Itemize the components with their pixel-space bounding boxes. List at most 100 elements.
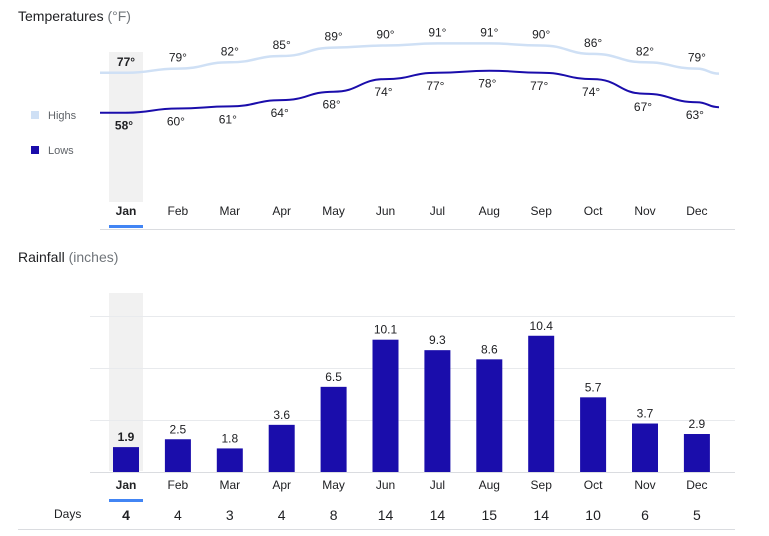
rainy-days-value: 4 (122, 507, 130, 523)
rainfall-value-label: 9.3 (429, 333, 446, 347)
highs-value-label: 79° (169, 51, 187, 65)
highs-value-label: 90° (376, 28, 394, 42)
rainfall-value-label: 10.4 (530, 319, 554, 333)
highs-value-label: 90° (532, 28, 550, 42)
lows-legend-label: Lows (48, 145, 74, 157)
temp-month-tick-label[interactable]: Jun (376, 204, 395, 218)
selected-month-band (109, 52, 143, 202)
rainy-days-value: 8 (330, 507, 338, 523)
rainfall-bar[interactable] (580, 397, 607, 472)
rainy-days-value: 5 (693, 507, 701, 523)
rainfall-bar[interactable] (683, 434, 710, 472)
temperatures-title: Temperatures (°F) (18, 8, 131, 24)
rain-month-tick-label[interactable]: Sep (531, 478, 553, 492)
temp-month-tick-label[interactable]: Jul (430, 204, 445, 218)
highs-value-label: 91° (480, 25, 498, 39)
rainy-days-value: 14 (378, 507, 394, 523)
rainfall-value-label: 2.9 (689, 417, 706, 431)
rain-month-tick-label[interactable]: Jan (116, 478, 137, 492)
rain-selected-month-underline (109, 499, 143, 502)
lows-value-label: 58° (115, 119, 133, 133)
temp-selected-month-underline (109, 225, 143, 228)
highs-value-label: 91° (428, 25, 446, 39)
rainy-days-value: 15 (482, 507, 498, 523)
rainfall-value-label: 8.6 (481, 342, 498, 356)
lows-value-label: 74° (374, 85, 392, 99)
temp-month-tick-label[interactable]: Apr (272, 204, 291, 218)
temp-month-tick-label[interactable]: Feb (168, 204, 189, 218)
highs-value-label: 77° (117, 55, 135, 69)
rainfall-value-label: 1.9 (118, 430, 135, 444)
lows-value-label: 78° (478, 77, 496, 91)
lows-value-label: 68° (323, 98, 341, 112)
highs-value-label: 82° (221, 44, 239, 58)
highs-value-label: 82° (636, 44, 654, 58)
temp-month-tick-label[interactable]: Aug (479, 204, 500, 218)
rainfall-value-label: 1.8 (221, 431, 238, 445)
rainfall-bar[interactable] (372, 339, 399, 472)
temp-month-tick-label[interactable]: Sep (531, 204, 553, 218)
lows-value-label: 77° (530, 79, 548, 93)
temp-month-tick-label[interactable]: May (322, 204, 345, 218)
selected-month-band (109, 293, 143, 471)
rainy-days-value: 6 (641, 507, 649, 523)
rain-month-tick-label[interactable]: Mar (219, 478, 240, 492)
rainfall-bar[interactable] (113, 447, 139, 472)
rain-month-tick-label[interactable]: Jul (430, 478, 445, 492)
rain-month-tick-label[interactable]: Apr (272, 478, 291, 492)
rainy-days-value: 4 (174, 507, 182, 523)
rain-month-tick-label[interactable]: Aug (479, 478, 500, 492)
temperatures-unit: (°F) (107, 8, 131, 24)
highs-legend-swatch (31, 111, 39, 119)
rainfall-value-label: 2.5 (170, 422, 187, 436)
highs-value-label: 89° (325, 30, 343, 44)
highs-value-label: 85° (273, 38, 291, 52)
highs-value-label: 86° (584, 36, 602, 50)
days-row-label: Days (54, 507, 81, 521)
temp-month-tick-label[interactable]: Oct (584, 204, 603, 218)
temp-month-tick-label[interactable]: Nov (634, 204, 655, 218)
highs-value-label: 79° (688, 51, 706, 65)
rainfall-bar[interactable] (216, 448, 243, 472)
highs-legend-label: Highs (48, 110, 77, 122)
lows-value-label: 60° (167, 115, 185, 129)
highs-series-line (99, 42, 720, 75)
rain-month-tick-label[interactable]: May (322, 478, 345, 492)
lows-series-line (100, 69, 720, 114)
rainfall-value-label: 10.1 (374, 323, 398, 337)
rainfall-bar[interactable] (320, 386, 347, 472)
rainy-days-value: 10 (585, 507, 601, 523)
rain-month-tick-label[interactable]: Feb (168, 478, 189, 492)
rainfall-bar[interactable] (268, 424, 295, 472)
lows-value-label: 61° (219, 112, 237, 126)
rainy-days-value: 4 (278, 507, 286, 523)
lows-value-label: 63° (686, 108, 704, 122)
rainfall-bar[interactable] (528, 335, 555, 472)
lows-value-label: 67° (634, 100, 652, 114)
rain-month-tick-label[interactable]: Nov (634, 478, 655, 492)
rainfall-value-label: 6.5 (325, 370, 342, 384)
rainfall-title: Rainfall (inches) (18, 249, 119, 265)
rainy-days-value: 14 (430, 507, 446, 523)
rainfall-bar[interactable] (164, 439, 191, 472)
lows-value-label: 74° (582, 85, 600, 99)
rainfall-bar[interactable] (476, 359, 503, 472)
lows-value-label: 77° (426, 79, 444, 93)
rain-month-tick-label[interactable]: Jun (376, 478, 395, 492)
rainfall-value-label: 3.6 (273, 408, 290, 422)
temp-month-tick-label[interactable]: Jan (116, 204, 137, 218)
lows-value-label: 64° (271, 106, 289, 120)
rainfall-bar[interactable] (424, 350, 451, 472)
rain-month-tick-label[interactable]: Dec (686, 478, 707, 492)
temp-month-tick-label[interactable]: Dec (686, 204, 707, 218)
lows-legend-swatch (31, 146, 39, 154)
rainfall-value-label: 5.7 (585, 380, 602, 394)
temp-month-tick-label[interactable]: Mar (219, 204, 240, 218)
rainy-days-value: 3 (226, 507, 234, 523)
rain-month-tick-label[interactable]: Oct (584, 478, 603, 492)
rainfall-bar[interactable] (632, 423, 658, 472)
rainfall-unit: (inches) (68, 249, 119, 265)
rainy-days-value: 14 (533, 507, 549, 523)
rainfall-value-label: 3.7 (637, 407, 654, 421)
